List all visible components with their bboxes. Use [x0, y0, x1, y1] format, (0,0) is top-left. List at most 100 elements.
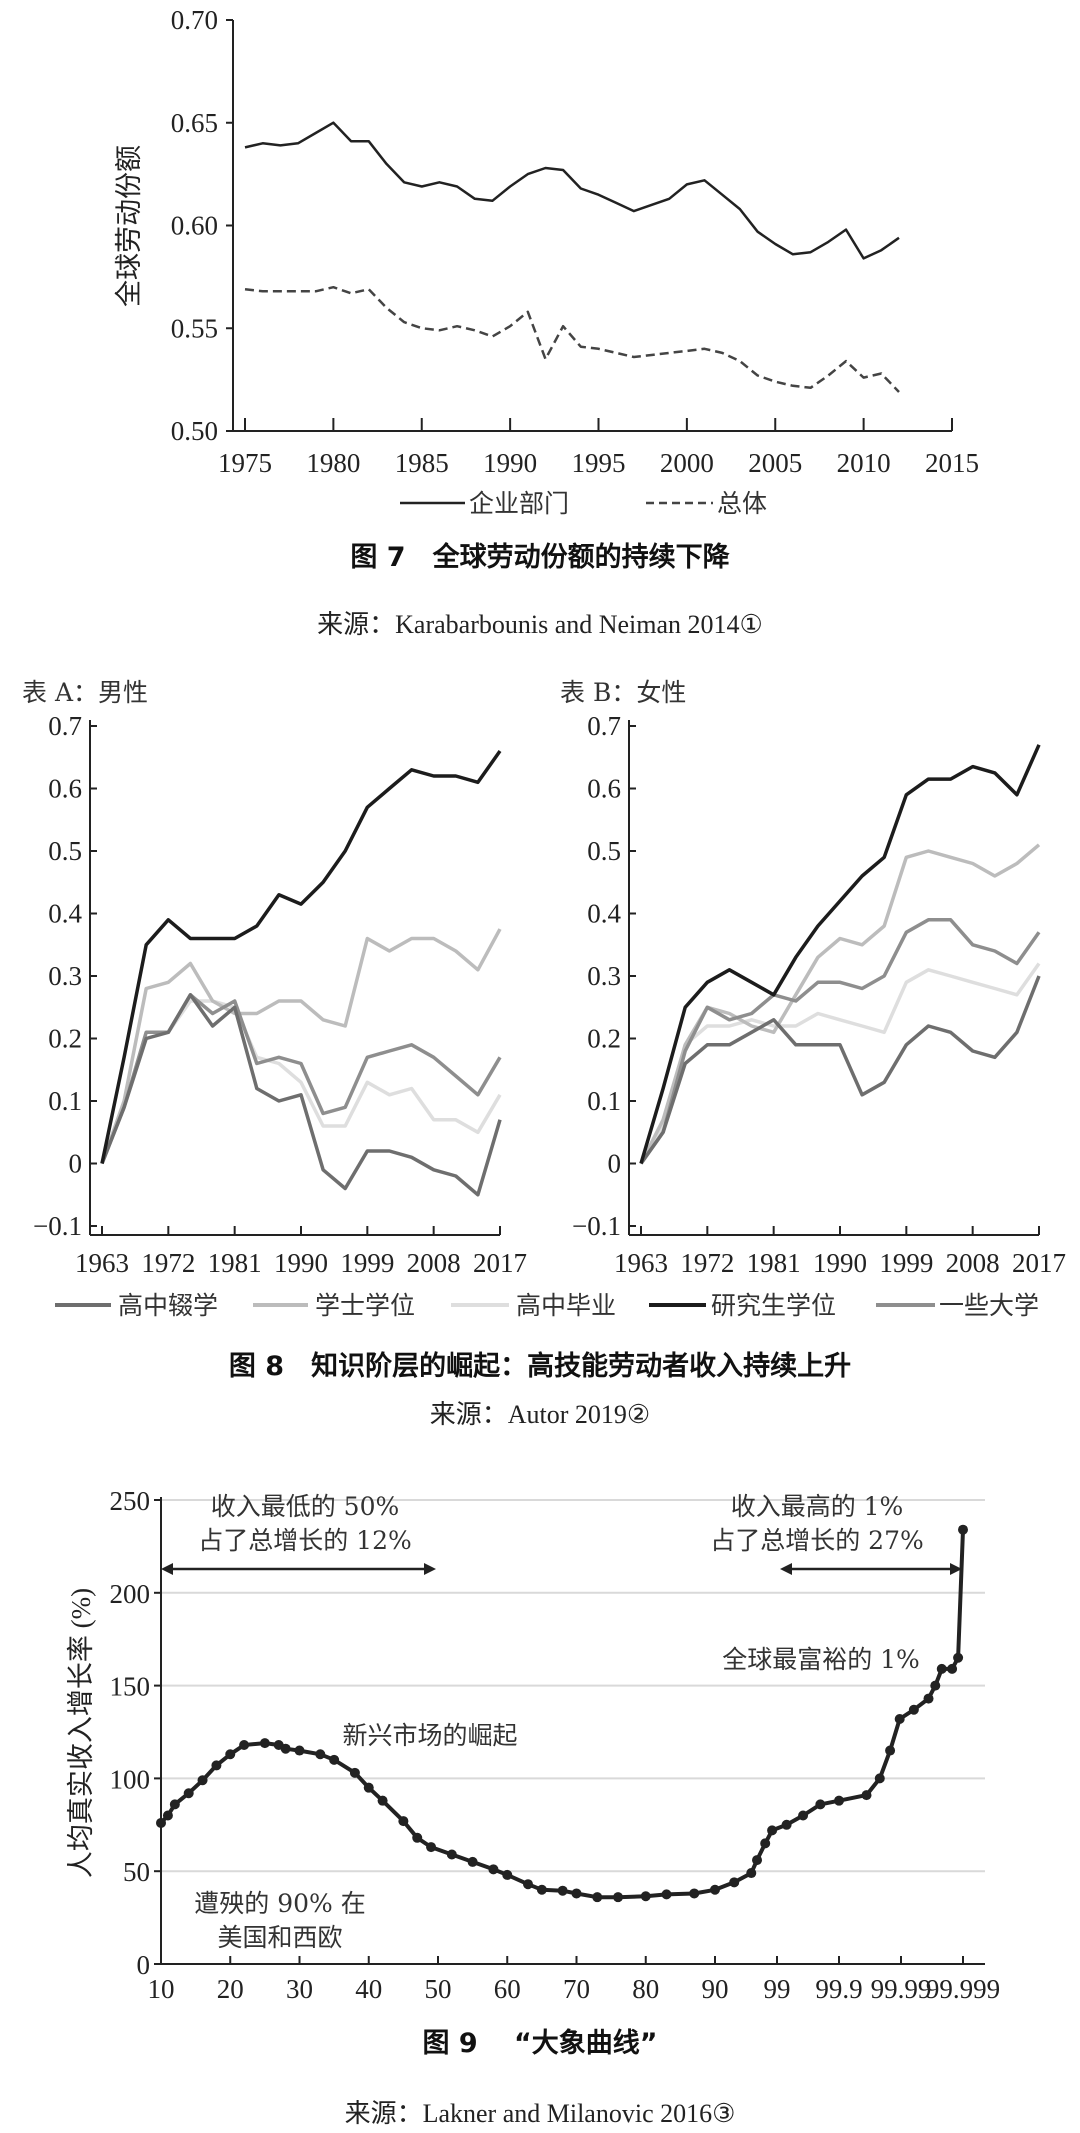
- panel-x-tick-label: 2008: [407, 1248, 461, 1278]
- elephant-curve-point: [398, 1816, 409, 1827]
- elephant-curve-point: [329, 1754, 340, 1765]
- series-line-overall: [244, 285, 900, 393]
- fig9-x-tick-label: 20: [217, 1974, 244, 2004]
- panel-x-tick-label: 1972: [141, 1248, 195, 1278]
- elephant-curve-point: [536, 1884, 547, 1895]
- fig9-x-tick-label: 80: [632, 1974, 659, 2004]
- panel-x-tick-label: 1981: [208, 1248, 262, 1278]
- elephant-curve-point: [613, 1892, 624, 1903]
- elephant-curve-point: [815, 1799, 826, 1810]
- fig9-y-tick-label: 200: [110, 1579, 151, 1609]
- fig9-y-tick-label: 0: [137, 1950, 151, 1980]
- elephant-curve-point: [798, 1810, 809, 1821]
- fig7-x-tick-label: 2010: [837, 448, 891, 478]
- elephant-curve-point: [861, 1790, 872, 1801]
- panel-y-tick-label: 0.5: [48, 836, 82, 866]
- elephant-curve-point: [746, 1868, 757, 1879]
- elephant-curve-point: [571, 1888, 582, 1899]
- elephant-curve-point: [760, 1838, 771, 1849]
- elephant-curve-point: [958, 1524, 968, 1535]
- legend-label: 高中毕业: [516, 1291, 616, 1320]
- annotation-losers-1: 遭殃的 90% 在: [194, 1889, 365, 1918]
- fig9-x-tick-label: 99.999: [926, 1974, 1000, 2004]
- fig7-x-tick-label: 1995: [572, 448, 626, 478]
- elephant-curve-point: [523, 1879, 534, 1890]
- panel-y-tick-label: 0.6: [48, 774, 82, 804]
- panel-x-tick-label: 1990: [813, 1248, 867, 1278]
- legend-label: 一些大学: [939, 1291, 1039, 1320]
- fig7-x-tick-label: 2015: [925, 448, 979, 478]
- panel-y-tick-label: 0.2: [48, 1024, 82, 1054]
- fig8-caption: 图 8 知识阶层的崛起：高技能劳动者收入持续上升: [229, 1350, 851, 1382]
- fig9-x-tick-label: 70: [563, 1974, 590, 2004]
- elephant-curve-point: [467, 1856, 478, 1867]
- elephant-curve-point: [211, 1760, 222, 1771]
- elephant-curve-point: [592, 1892, 603, 1903]
- fig9-y-tick-label: 150: [110, 1672, 151, 1702]
- panel-b-chart: 0.7 0.6 0.5 0.4 0.3 0.2 0.1 0 −0.1 1963 1972 1981 19…: [572, 711, 1066, 1278]
- elephant-curve-point: [502, 1869, 513, 1880]
- panel-y-tick-label: −0.1: [33, 1211, 82, 1241]
- elephant-curve-point: [689, 1888, 700, 1899]
- panel-x-tick-label: 1981: [747, 1248, 801, 1278]
- panel-x-tick-label: 1999: [879, 1248, 933, 1278]
- panel-x-tick-label: 1999: [340, 1248, 394, 1278]
- series-line: [639, 843, 1041, 1165]
- elephant-curve-point: [225, 1749, 236, 1760]
- series-line: [639, 962, 1041, 1165]
- series-line: [100, 993, 502, 1197]
- fig7-x-tick-label: 2005: [748, 448, 802, 478]
- series-line: [639, 918, 1041, 1165]
- fig9-x-tick-label: 99.99: [871, 1974, 932, 2004]
- fig9-y-tick-label: 100: [110, 1764, 151, 1794]
- fig7-y-tick-label: 0.50: [171, 416, 218, 446]
- fig7-x-tick-label: 1980: [306, 448, 360, 478]
- fig9-x-tick-label: 40: [355, 1974, 382, 2004]
- panel-y-tick-label: 0.4: [587, 899, 621, 929]
- annotation-top-1: 收入最高的 1%: [731, 1492, 904, 1521]
- panel-x-tick-label: 1963: [75, 1248, 129, 1278]
- series-line: [100, 928, 502, 1165]
- fig8-source: 来源：Autor 2019②: [430, 1400, 650, 1429]
- elephant-curve-point: [488, 1864, 499, 1875]
- elephant-curve-point: [752, 1855, 763, 1866]
- elephant-curve-point: [885, 1745, 896, 1756]
- elephant-curve-point: [156, 1817, 166, 1828]
- elephant-curve-point: [661, 1889, 672, 1900]
- elephant-curve-point: [923, 1693, 934, 1704]
- elephant-curve-point: [412, 1832, 423, 1843]
- fig9-caption: 图 9 “大象曲线”: [422, 2027, 657, 2059]
- elephant-curve-point: [377, 1795, 388, 1806]
- panel-y-tick-label: 0.1: [587, 1086, 621, 1116]
- legend-label: 学士学位: [315, 1291, 415, 1320]
- elephant-curve-point: [426, 1842, 437, 1853]
- panel-y-tick-label: 0.2: [587, 1024, 621, 1054]
- elephant-curve-point: [169, 1799, 180, 1810]
- fig9-x-tick-label: 30: [286, 1974, 313, 2004]
- elephant-curve-point: [162, 1810, 173, 1821]
- fig7-source: 来源：Karabarbounis and Neiman 2014①: [317, 610, 763, 639]
- fig7-y-tick-label: 0.55: [171, 313, 218, 343]
- annotation-bottom-half-1: 收入最低的 50%: [211, 1492, 400, 1521]
- legend-label: 研究生学位: [711, 1291, 836, 1320]
- elephant-curve-line: [159, 1529, 965, 1900]
- panel-x-tick-label: 1972: [680, 1248, 734, 1278]
- elephant-curve-point: [197, 1775, 208, 1786]
- fig9-x-tick-label: 99: [764, 1974, 791, 2004]
- elephant-curve-point: [294, 1745, 305, 1756]
- elephant-curve-point: [640, 1891, 651, 1902]
- elephant-curve-point: [239, 1739, 250, 1750]
- panel-x-tick-label: 1990: [274, 1248, 328, 1278]
- fig9-x-tick-label: 90: [702, 1974, 729, 2004]
- series-line-corporate: [244, 121, 900, 260]
- elephant-curve-point: [315, 1749, 326, 1760]
- annotation-richest: 全球最富裕的 1%: [722, 1645, 920, 1674]
- annotation-bottom-half-2: 占了总增长的 12%: [198, 1526, 412, 1555]
- fig9-y-tick-label: 50: [123, 1857, 150, 1887]
- elephant-curve-point: [936, 1663, 947, 1674]
- panel-y-tick-label: 0.3: [587, 961, 621, 991]
- panel-y-tick-label: 0.7: [587, 711, 621, 741]
- panel-x-tick-label: 2017: [473, 1248, 527, 1278]
